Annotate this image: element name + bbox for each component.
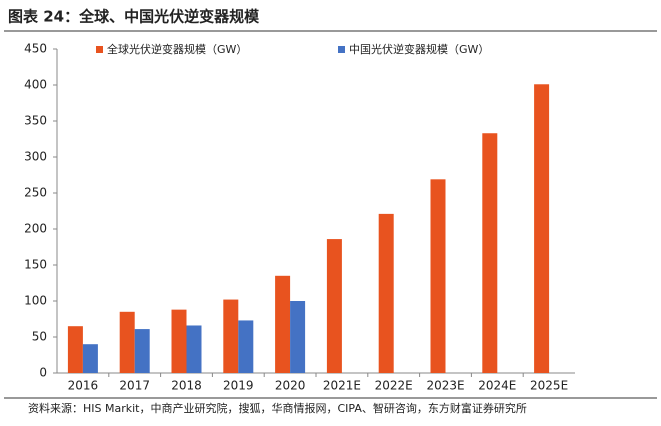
y-tick-label: 300 [24, 150, 47, 164]
bar [238, 320, 254, 373]
x-tick-label: 2023E [426, 379, 464, 393]
y-tick-label: 100 [24, 294, 47, 308]
x-tick-label: 2025E [530, 379, 568, 393]
bar [134, 329, 150, 373]
x-tick-label: 2016 [68, 379, 99, 393]
bar [186, 325, 202, 373]
bar [223, 299, 239, 373]
source-note: 资料来源：HIS Markit，中商产业研究院，搜狐，华商情报网，CIPA、智研… [28, 401, 527, 415]
y-tick-label: 450 [24, 42, 47, 56]
bar [482, 133, 498, 373]
x-tick-label: 2017 [119, 379, 150, 393]
legend-label: 全球光伏逆变器规模（GW） [107, 42, 247, 56]
chart-title: 图表 24：全球、中国光伏逆变器规模 [8, 8, 260, 26]
legend-swatch [338, 46, 345, 53]
bar [378, 213, 394, 373]
bar [326, 239, 342, 373]
bar [67, 326, 83, 373]
bar [275, 275, 291, 373]
legend-swatch [96, 46, 103, 53]
x-tick-label: 2020 [275, 379, 306, 393]
bar [534, 84, 550, 373]
bar [119, 311, 135, 373]
bar [430, 179, 446, 373]
bar [171, 309, 187, 373]
bar [82, 344, 98, 373]
y-tick-label: 350 [24, 114, 47, 128]
x-tick-label: 2021E [323, 379, 361, 393]
x-tick-label: 2024E [478, 379, 516, 393]
y-tick-label: 400 [24, 78, 47, 92]
bar [290, 301, 306, 373]
y-tick-label: 0 [39, 366, 47, 380]
x-tick-label: 2019 [223, 379, 254, 393]
y-tick-label: 50 [32, 330, 47, 344]
x-tick-label: 2018 [171, 379, 202, 393]
y-tick-label: 200 [24, 222, 47, 236]
y-tick-label: 150 [24, 258, 47, 272]
legend-label: 中国光伏逆变器规模（GW） [349, 42, 489, 56]
y-tick-label: 250 [24, 186, 47, 200]
x-tick-label: 2022E [375, 379, 413, 393]
